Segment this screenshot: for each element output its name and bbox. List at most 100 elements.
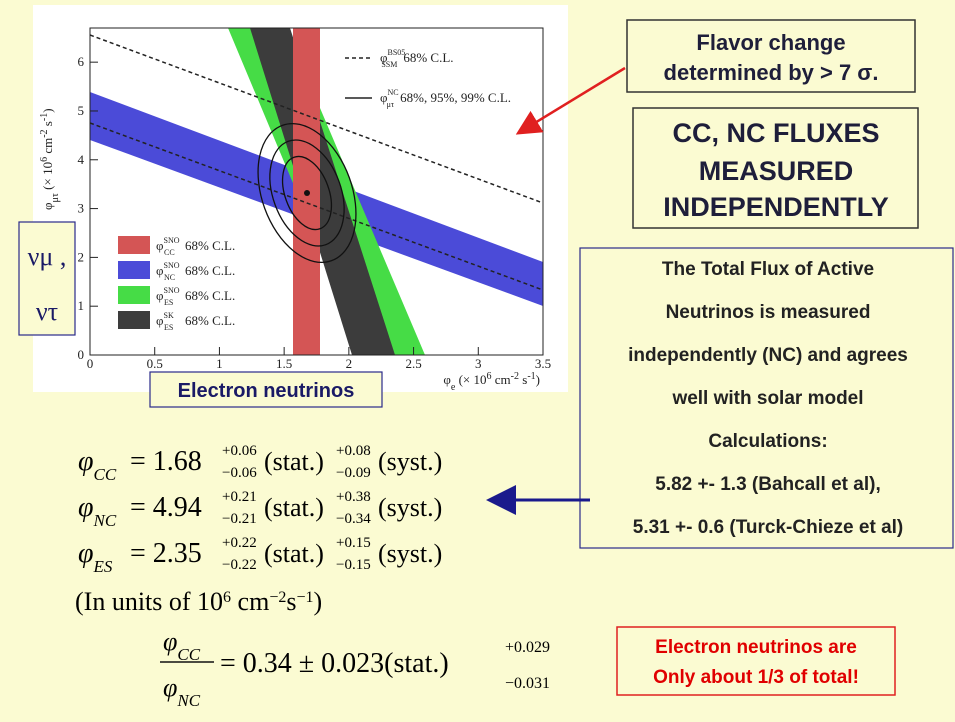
y-tick-label: 6 [78,54,85,69]
legend-text: 68% C.L. [185,263,235,278]
x-tick-label: 1 [216,356,223,371]
ratio-value: = 0.34 ± 0.023(stat.) [220,648,449,679]
x-tick-label: 2.5 [405,356,421,371]
legend-sub: NC [164,273,175,282]
eq-stat-down: −0.06 [222,465,257,481]
legend-entry: φNC μτ 68%, 95%, 99% C.L. [380,88,511,109]
fluxes-text: MEASURED [699,156,854,186]
legend-swatch [118,286,150,304]
legend-swatch [118,261,150,279]
electron-box [149,371,383,408]
x-tick-label: 2 [346,356,353,371]
total-flux-text: The Total Flux of Active Neutrinos is mea… [628,259,908,538]
eq-syst: (syst.) [378,447,442,476]
best-fit-point [304,190,310,196]
flux-line: 5.82 +- 1.3 (Bahcall et al), [655,474,880,495]
eq-stat-down: −0.21 [222,511,257,527]
y-tick-label: 0 [78,347,85,362]
flux-line: Neutrinos is measured [666,302,871,323]
total-flux-box [579,247,954,549]
plot-frame [89,27,544,356]
ratio-up: +0.029 [505,639,550,656]
note-box [616,626,896,696]
contour [269,139,345,247]
legend-sub: CC [164,248,175,257]
eq-syst-down: −0.34 [336,511,371,527]
legend-swatch [118,311,150,329]
legend-sup: SK [164,311,174,320]
y-tick-label: 1 [78,298,85,313]
eq-symbol: φES [78,538,113,576]
legend-symbol: φ [156,288,164,303]
flavor-text: Flavor change [696,30,845,55]
legend-entry: φSNO CC 68% C.L. [156,236,235,257]
eq-symbol-char: φ [78,538,94,569]
band-legend-entries: φSNO CC 68% C.L.φSNO NC 68% C.L.φSNO ES 68% C.… [118,236,235,332]
note-text: Only about 1/3 of total! [653,667,859,688]
eq-syst-down: −0.09 [336,465,371,481]
eq-symbol-char: φ [78,492,94,523]
ticks: 0 0.5 1 1.5 2 2.5 3 3.5 0 1 2 3 4 5 6 [78,54,552,371]
legend-sub: ES [164,298,173,307]
eq-value: = 1.68 [130,446,202,477]
y-axis-label: φμτ (× 106 cm-2 s-1) [39,108,61,210]
eq-syst: (syst.) [378,493,442,522]
flux-line: well with solar model [671,388,863,409]
legend-text: 68% C.L. [185,313,235,328]
nu-label: ντ [36,297,58,326]
eq-sub: ES [93,557,113,576]
legend-text: 68% C.L. [185,288,235,303]
fluxes-text: CC, NC FLUXES [672,118,879,148]
ratio-denominator: φNC [163,673,201,710]
ssm-line [90,122,543,291]
eq-symbol: φCC [78,446,117,484]
y-tick-label: 2 [78,249,85,264]
x-tick-label: 3 [475,356,482,371]
eq-stat: (stat.) [264,493,324,522]
x-tick-label: 0 [87,356,94,371]
x-tick-label: 1.5 [276,356,292,371]
eq-syst-down: −0.15 [336,557,371,573]
legend-sub: ES [164,323,173,332]
x-tick-label: 0.5 [147,356,163,371]
flavor-box [626,19,916,93]
red-arrow [515,66,626,135]
eq-symbol-char: φ [78,446,94,477]
eq-value: = 2.35 [130,538,202,569]
ratio-down: −0.031 [505,675,550,692]
y-tick-label: 3 [78,201,85,216]
electron-label: Electron neutrinos [178,380,355,402]
plot-area [90,28,543,355]
legend-symbol: φ [156,238,164,253]
eq-syst-up: +0.08 [336,443,371,459]
sk-band [250,28,395,355]
legend-sup: SNO [164,286,180,295]
eq-stat-up: +0.06 [222,443,257,459]
eq-syst-up: +0.38 [336,489,371,505]
y-tick-label: 4 [78,152,85,167]
contour [281,155,333,231]
flux-line: independently (NC) and agrees [628,345,908,366]
legend-entry: φSK ES 68% C.L. [156,311,235,332]
x-axis-label: φe (× 106 cm-2 s-1) [443,371,540,393]
eq-value: = 4.94 [130,492,202,523]
legend-sup: SNO [164,261,180,270]
eq-stat: (stat.) [264,447,324,476]
eq-stat-down: −0.22 [222,557,257,573]
eq-stat-up: +0.21 [222,489,257,505]
legend-swatch [118,236,150,254]
eq-syst: (syst.) [378,539,442,568]
legend-entry: φSNO NC 68% C.L. [156,261,235,282]
flux-line: 5.31 +- 0.6 (Turck-Chieze et al) [633,517,904,538]
legend-symbol: φ [156,263,164,278]
fluxes-box [632,107,919,229]
eq-stat: (stat.) [264,539,324,568]
flux-line: The Total Flux of Active [662,259,874,280]
x-tick-label: 3.5 [535,356,551,371]
eq-stat-up: +0.22 [222,535,257,551]
equations: φCC = 1.68 +0.06 −0.06 (stat.) +0.08 −0.09 (sys… [78,443,442,576]
legend-text: 68% C.L. [185,238,235,253]
units-line: (In units of 106 cm−2s−1) [75,587,322,616]
legend-sup: SNO [164,236,180,245]
